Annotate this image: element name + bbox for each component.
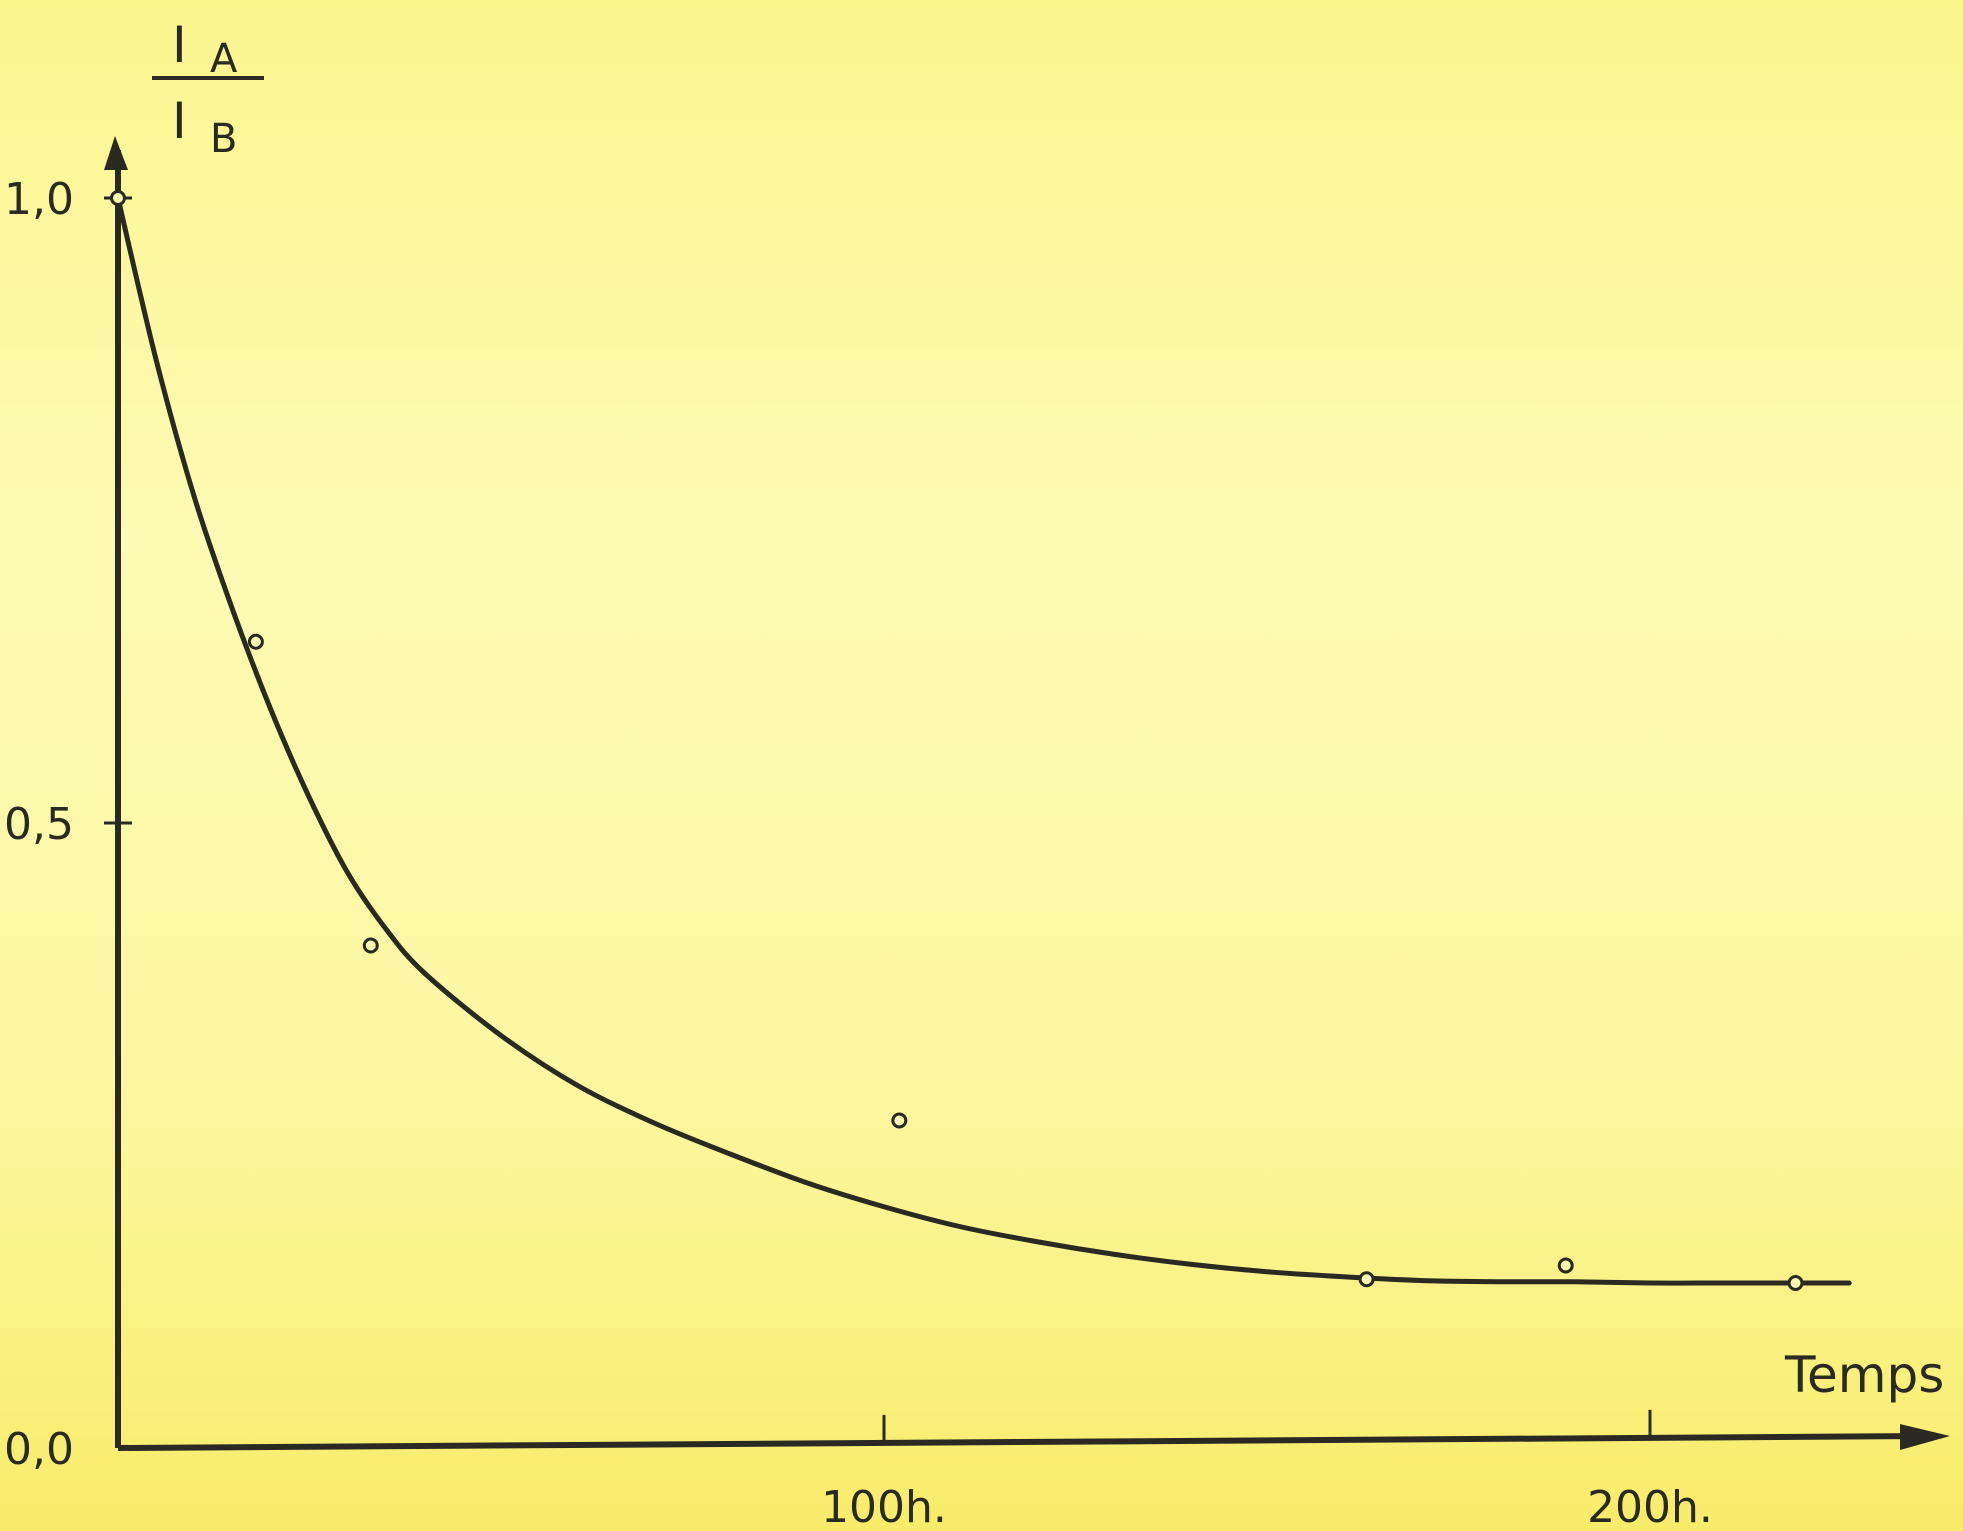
y-tick-label: 0,5 [4, 799, 74, 850]
x-ticks: 100h. 200h. [821, 1409, 1713, 1531]
y-label-denominator-sub: B [210, 116, 237, 162]
x-axis-title: Temps [1784, 1346, 1944, 1404]
x-tick-label: 100h. [821, 1482, 947, 1531]
data-point [110, 190, 126, 206]
data-point [247, 633, 264, 650]
data-point [891, 1112, 908, 1129]
y-axis-title: I A I B [152, 16, 264, 162]
x-axis-line [117, 1433, 1931, 1451]
y-label-numerator: I [172, 16, 187, 74]
data-point [1358, 1271, 1375, 1288]
fit-curve [115, 195, 1852, 1286]
data-point [1557, 1257, 1574, 1274]
x-tick-label: 200h. [1587, 1482, 1713, 1531]
y-label-numerator-sub: A [210, 36, 238, 82]
x-axis-arrow [1900, 1424, 1950, 1450]
data-point [1787, 1275, 1804, 1291]
y-label-denominator: I [172, 92, 187, 150]
data-points [110, 190, 1804, 1291]
y-ticks: 0,0 0,5 1,0 [4, 174, 132, 1475]
y-tick-label: 0,0 [4, 1424, 74, 1475]
data-point [362, 937, 379, 954]
y-axis-arrow [104, 136, 128, 170]
y-tick-label: 1,0 [4, 174, 74, 225]
